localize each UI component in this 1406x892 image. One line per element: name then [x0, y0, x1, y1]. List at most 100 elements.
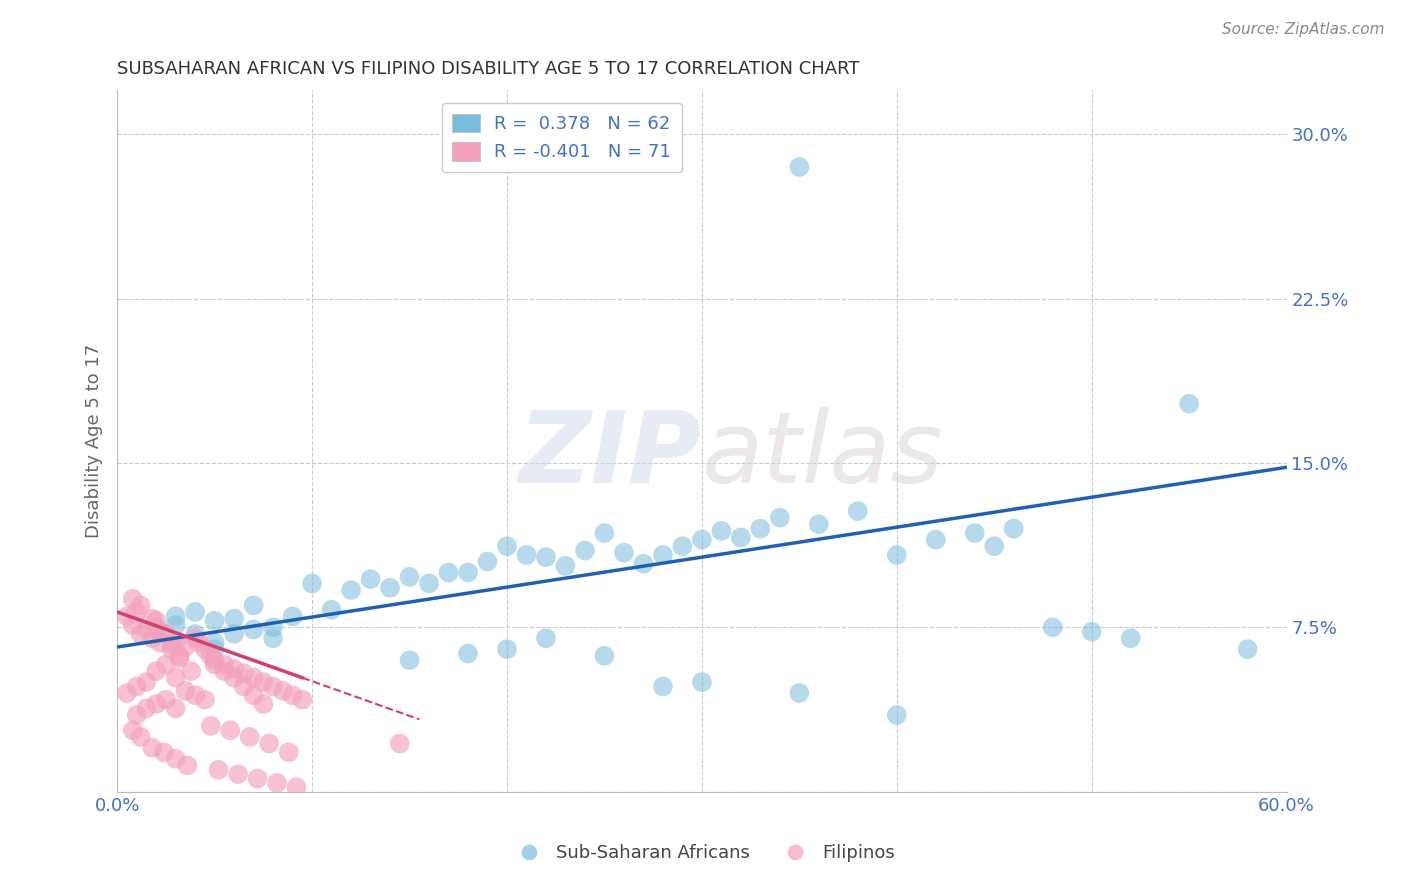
Point [1042, 620, 1064, 634]
Point [165, 635, 187, 649]
Point [690, 675, 713, 690]
Point [398, 653, 420, 667]
Point [194, 642, 217, 657]
Point [155, 692, 177, 706]
Point [141, 740, 163, 755]
Point [169, 648, 191, 663]
Point [129, 730, 152, 744]
Point [388, 736, 411, 750]
Point [160, 642, 183, 657]
Point [232, 680, 254, 694]
Point [671, 539, 693, 553]
Point [129, 627, 152, 641]
Point [194, 692, 217, 706]
Point [125, 605, 148, 619]
Point [125, 680, 148, 694]
Point [224, 671, 246, 685]
Point [963, 526, 986, 541]
Point [262, 620, 284, 634]
Point [115, 686, 138, 700]
Point [135, 675, 157, 690]
Point [496, 539, 519, 553]
Point [534, 632, 557, 646]
Point [789, 686, 811, 700]
Point [593, 648, 616, 663]
Point [184, 605, 207, 619]
Point [239, 730, 262, 744]
Point [321, 603, 343, 617]
Point [165, 671, 187, 685]
Point [204, 614, 226, 628]
Point [145, 697, 167, 711]
Point [769, 510, 792, 524]
Point [165, 609, 187, 624]
Legend: R =  0.378   N = 62, R = -0.401   N = 71: R = 0.378 N = 62, R = -0.401 N = 71 [441, 103, 682, 172]
Point [271, 684, 294, 698]
Point [165, 701, 187, 715]
Point [457, 647, 479, 661]
Point [457, 566, 479, 580]
Point [141, 611, 163, 625]
Point [242, 599, 264, 613]
Point [219, 723, 242, 738]
Point [200, 648, 222, 663]
Point [749, 522, 772, 536]
Text: ZIP: ZIP [519, 407, 702, 503]
Point [1178, 397, 1201, 411]
Point [291, 692, 314, 706]
Point [153, 745, 176, 759]
Point [398, 570, 420, 584]
Point [160, 638, 183, 652]
Legend: Sub-Saharan Africans, Filipinos: Sub-Saharan Africans, Filipinos [503, 838, 903, 870]
Point [121, 591, 143, 606]
Point [180, 664, 202, 678]
Point [188, 635, 211, 649]
Point [574, 543, 596, 558]
Point [730, 530, 752, 544]
Point [437, 566, 460, 580]
Point [534, 550, 557, 565]
Point [301, 576, 323, 591]
Point [281, 688, 304, 702]
Point [418, 576, 440, 591]
Point [593, 526, 616, 541]
Point [846, 504, 869, 518]
Point [789, 160, 811, 174]
Point [224, 627, 246, 641]
Point [214, 664, 236, 678]
Point [207, 763, 229, 777]
Point [1002, 522, 1025, 536]
Point [886, 548, 908, 562]
Point [807, 517, 830, 532]
Point [214, 657, 236, 672]
Point [226, 767, 249, 781]
Point [129, 599, 152, 613]
Point [169, 651, 191, 665]
Point [224, 611, 246, 625]
Point [145, 620, 167, 634]
Point [886, 708, 908, 723]
Point [496, 642, 519, 657]
Point [285, 780, 308, 795]
Point [246, 772, 269, 786]
Point [149, 635, 172, 649]
Point [613, 546, 636, 560]
Point [266, 776, 288, 790]
Point [232, 666, 254, 681]
Point [378, 581, 401, 595]
Text: atlas: atlas [702, 407, 943, 503]
Text: Source: ZipAtlas.com: Source: ZipAtlas.com [1222, 22, 1385, 37]
Point [1080, 624, 1102, 639]
Point [925, 533, 948, 547]
Text: SUBSAHARAN AFRICAN VS FILIPINO DISABILITY AGE 5 TO 17 CORRELATION CHART: SUBSAHARAN AFRICAN VS FILIPINO DISABILIT… [117, 60, 859, 78]
Point [710, 524, 733, 538]
Point [184, 688, 207, 702]
Point [184, 627, 207, 641]
Point [257, 736, 280, 750]
Point [340, 582, 363, 597]
Point [204, 635, 226, 649]
Point [277, 745, 299, 759]
Point [165, 618, 187, 632]
Point [554, 558, 576, 573]
Point [252, 697, 274, 711]
